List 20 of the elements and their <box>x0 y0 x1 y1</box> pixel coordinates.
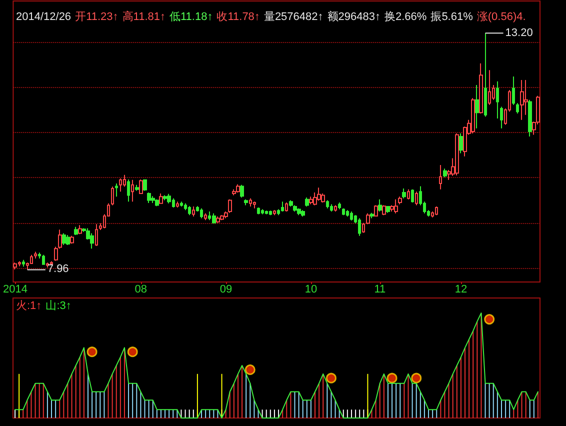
annotation: 开11.23↑ <box>75 11 118 24</box>
x-tick-label: 09 <box>220 284 232 296</box>
annotation: 振5.61% <box>430 11 473 24</box>
annotation: 7.96 <box>47 263 69 276</box>
x-tick-label: 08 <box>134 284 147 296</box>
annotation: 2014/12/26 <box>16 11 72 24</box>
text: 山:3↑ <box>46 300 72 313</box>
annotation: 收11.78↑ <box>216 11 260 24</box>
text: 火:1↑ <box>16 300 42 313</box>
x-tick-label: 11 <box>374 284 386 296</box>
annotation: 换2.66% <box>384 11 427 24</box>
annotation: 涨(0.56)4. <box>476 11 526 24</box>
annotation: 额296483↑ <box>327 11 380 24</box>
x-tick-label: 2014 <box>2 284 28 296</box>
annotation: 13.20 <box>505 26 533 40</box>
annotation: 高11.81↑ <box>122 11 166 24</box>
annotation: 低11.18↑ <box>170 11 213 24</box>
x-tick-label: 10 <box>304 284 318 296</box>
annotation: 量2576482↑ <box>264 11 324 24</box>
x-tick-label: 12 <box>454 284 468 296</box>
